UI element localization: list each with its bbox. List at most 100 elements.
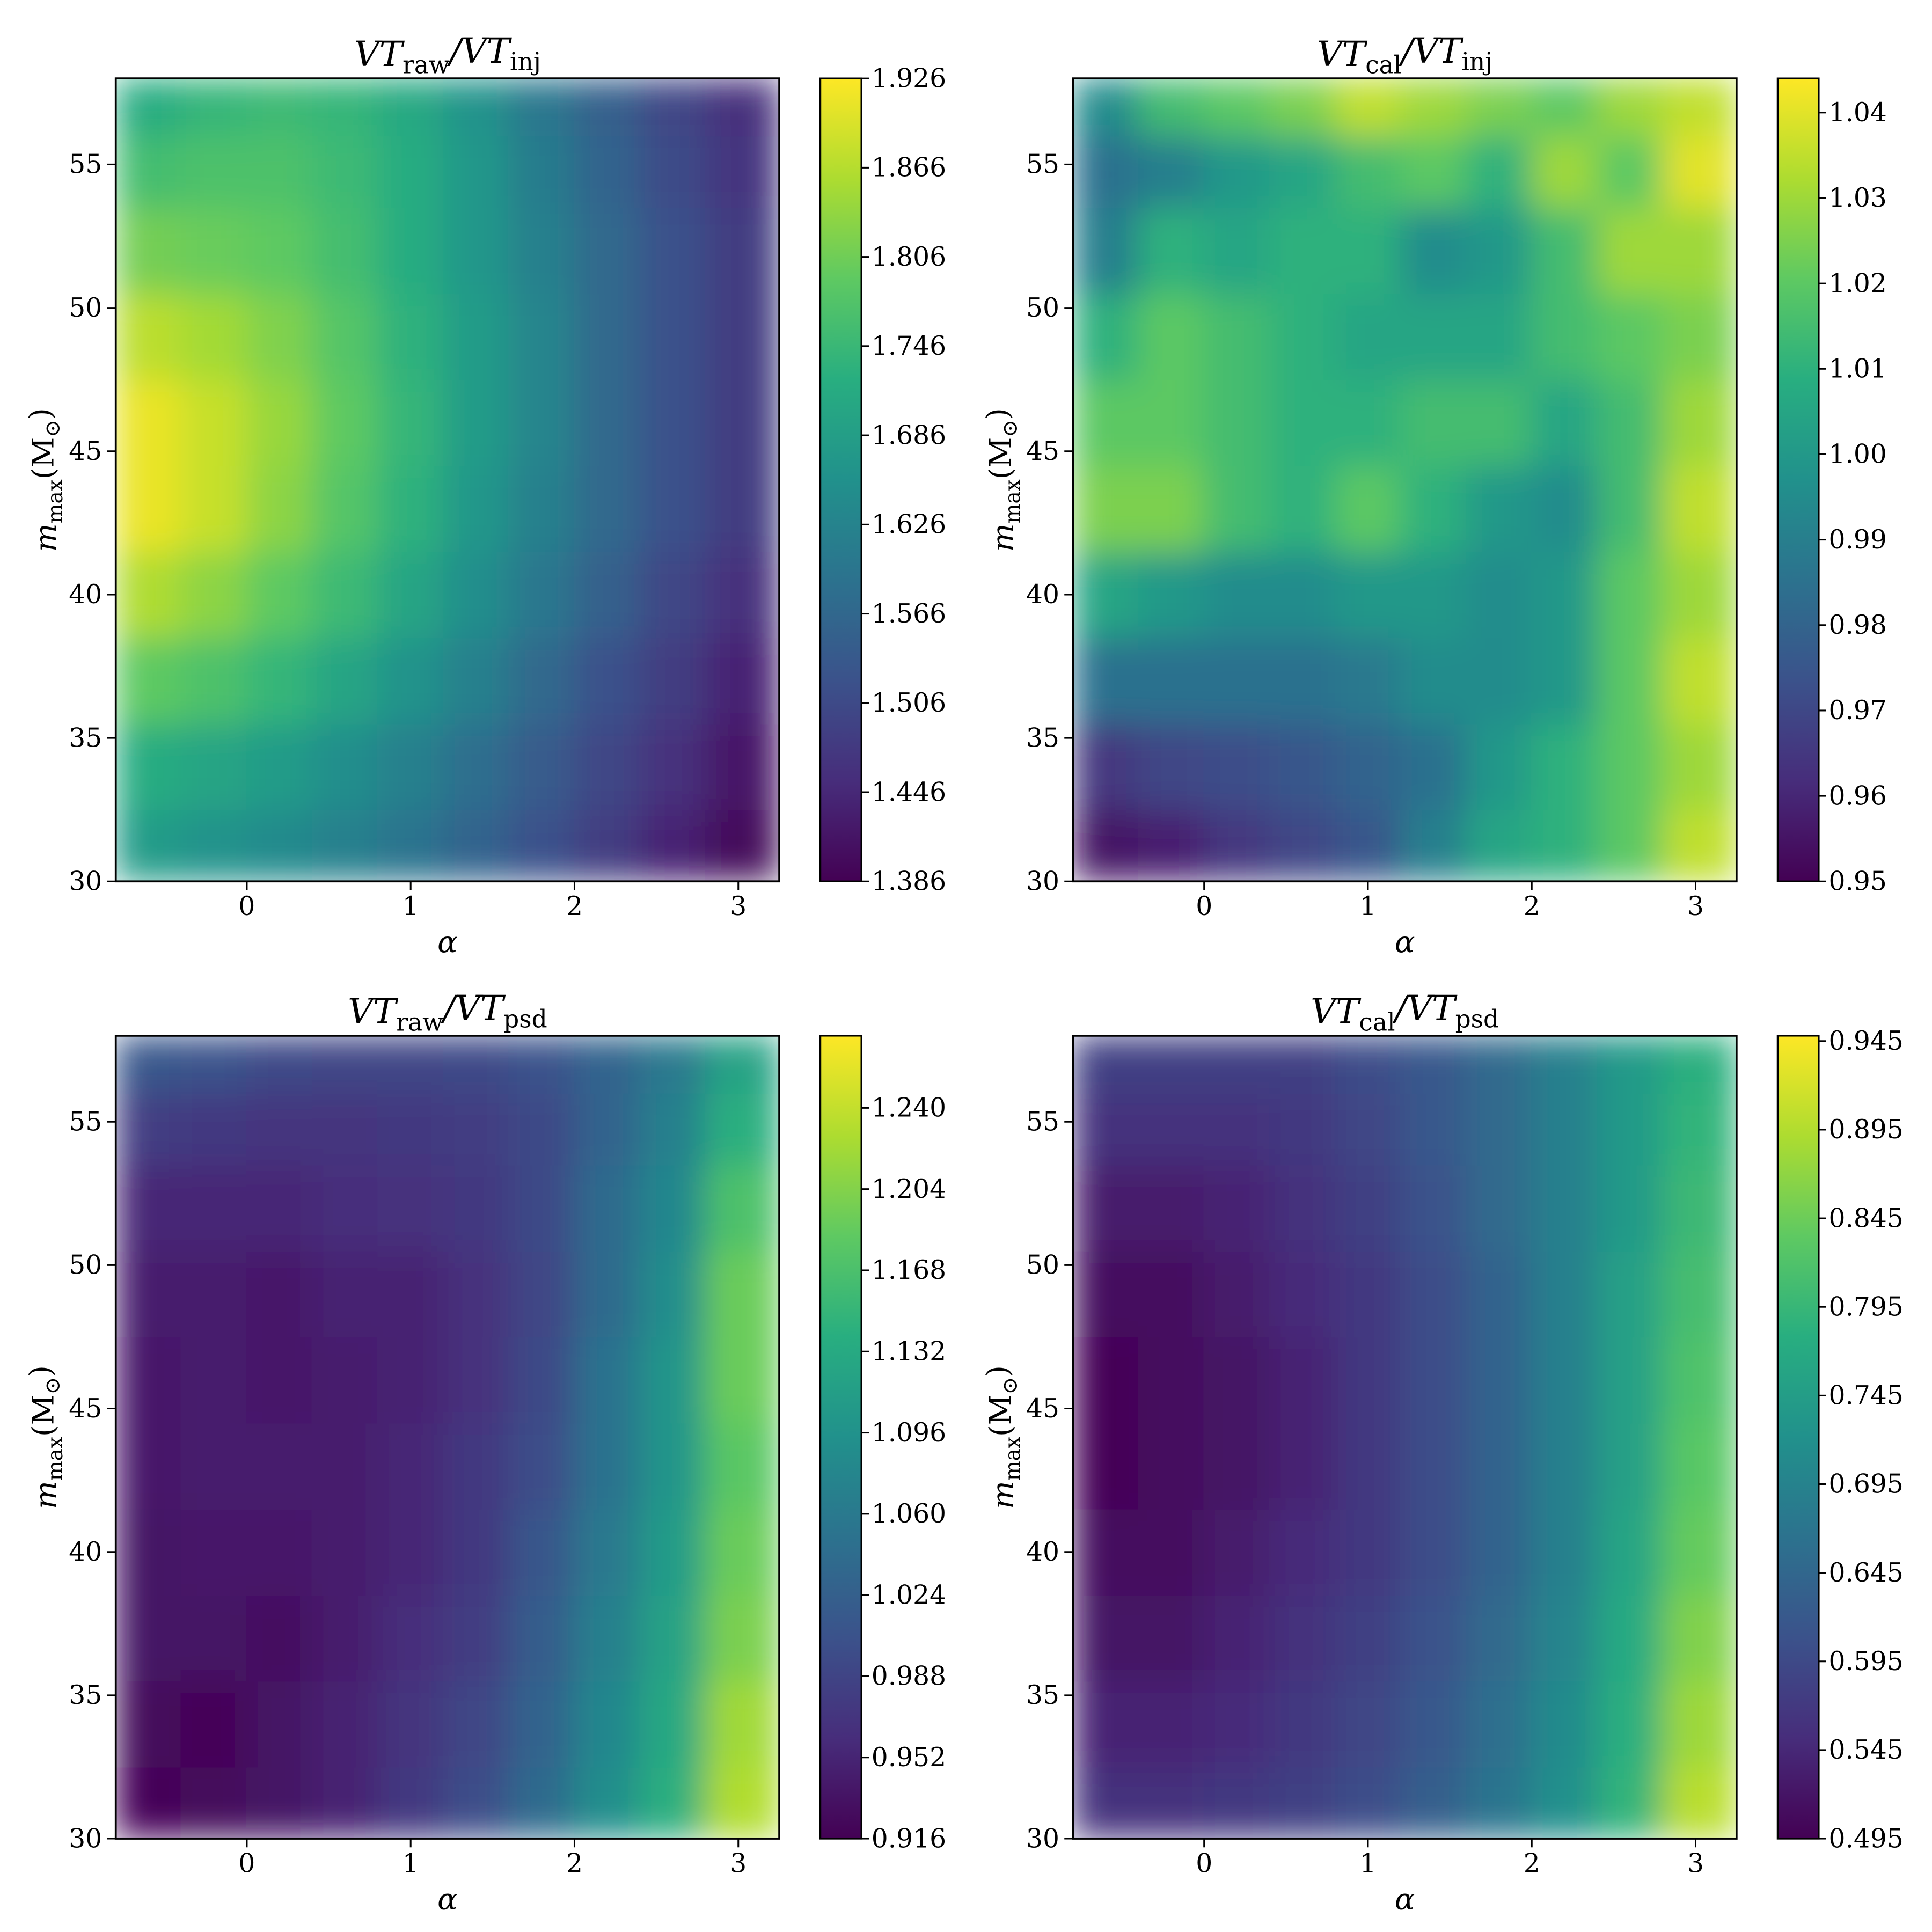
heat-cell (1073, 551, 1139, 639)
heat-cell (443, 1336, 510, 1424)
heat-cell (1531, 723, 1598, 810)
heat-cell (705, 1250, 780, 1338)
colorbar-tick-label: 0.595 (1828, 1646, 1903, 1677)
colorbar-tick-label: 0.916 (872, 1824, 946, 1854)
heat-cell (705, 1766, 780, 1839)
chart-title-part: /VT (440, 989, 506, 1029)
colorbar-tick-label: 0.845 (1828, 1203, 1903, 1233)
heat-cell (639, 636, 706, 724)
x-tick-label: 3 (1687, 891, 1704, 921)
heat-cell (1269, 809, 1336, 882)
heat-cell (1662, 1422, 1737, 1510)
heat-cell (180, 292, 248, 380)
heat-cell (1334, 1508, 1402, 1596)
heat-cell (246, 1336, 313, 1424)
y-axis-label: mmax(M⊙) (980, 408, 1025, 552)
heat-cell (246, 1422, 313, 1510)
heat-cell (377, 292, 444, 380)
colorbar-tick-label: 0.96 (1828, 781, 1886, 811)
chart-title-part: /VT (1392, 989, 1458, 1029)
colorbar-tick-label: 1.024 (872, 1580, 946, 1610)
heat-cell (1465, 1250, 1533, 1338)
heat-cell (1073, 636, 1139, 724)
heat-cell (311, 551, 379, 639)
heat-cell (508, 1594, 575, 1682)
heat-cell (639, 809, 706, 882)
heat-cell (1203, 207, 1270, 295)
heat-cell (1597, 636, 1664, 724)
heatmap-area (115, 1035, 780, 1839)
heat-cell (1269, 135, 1336, 208)
heat-cell (574, 379, 641, 466)
heat-cell (508, 465, 575, 552)
heat-cell (443, 551, 510, 639)
heat-cell (1531, 207, 1598, 295)
y-axis-label-part: ) (23, 408, 58, 420)
heat-cell (705, 636, 780, 724)
y-axis-label: mmax(M⊙) (23, 1365, 68, 1509)
heat-cell (1073, 1035, 1139, 1094)
heat-cell (1662, 1164, 1737, 1252)
y-tick-label: 35 (1026, 723, 1059, 753)
heat-cell (1597, 1250, 1664, 1338)
heat-cell (1269, 1766, 1336, 1839)
heatmap (1073, 1035, 1737, 1839)
y-tick-label: 55 (69, 1107, 102, 1137)
heat-cell (246, 636, 313, 724)
colorbar-tick-label: 1.168 (872, 1255, 946, 1285)
heat-cell (1203, 809, 1270, 882)
heat-cell (1138, 1336, 1205, 1424)
heat-cell (1334, 1680, 1402, 1768)
heat-cell (1269, 1336, 1336, 1424)
heat-cell (1465, 1422, 1533, 1510)
heat-cell (1073, 1680, 1139, 1768)
heat-cell (1662, 1250, 1737, 1338)
heat-cell (180, 1680, 248, 1768)
heat-cell (1597, 809, 1664, 882)
heat-cell (115, 465, 182, 552)
x-tick-label: 3 (1687, 1849, 1704, 1879)
heat-cell (180, 78, 248, 137)
x-tick-label: 2 (566, 1849, 583, 1879)
heat-cell (1269, 551, 1336, 639)
heat-cell (508, 78, 575, 137)
heat-cell (1662, 809, 1737, 882)
chart-title-part: raw (396, 1008, 443, 1036)
heat-cell (377, 379, 444, 466)
x-tick-label: 1 (402, 1849, 419, 1879)
heat-cell (1597, 135, 1664, 208)
heat-cell (1531, 1092, 1598, 1166)
chart-title: VTcal/VTpsd (1311, 989, 1499, 1036)
heat-cell (180, 551, 248, 639)
heat-cell (246, 1092, 313, 1166)
heat-cell (311, 1164, 379, 1252)
heat-cell (1203, 636, 1270, 724)
heat-cell (1269, 379, 1336, 466)
chart-title-part: VT (354, 34, 405, 75)
colorbar-tick-label: 0.645 (1828, 1558, 1903, 1588)
heat-cell (1662, 1594, 1737, 1682)
heat-cell (1203, 292, 1270, 380)
heat-cell (1073, 78, 1139, 137)
heat-cell (246, 1035, 313, 1094)
y-axis-label-part: (M (26, 1394, 61, 1437)
heat-cell (1531, 809, 1598, 882)
heat-cell (1203, 551, 1270, 639)
heat-cell (1400, 1508, 1467, 1596)
heat-cell (508, 1092, 575, 1166)
heat-cell (246, 1680, 313, 1768)
y-axis-label-part: m (28, 1481, 63, 1509)
heat-cell (639, 1092, 706, 1166)
heat-cell (1073, 1422, 1139, 1510)
heat-cell (1138, 1250, 1205, 1338)
heat-cell (1334, 1594, 1402, 1682)
heat-cell (443, 135, 510, 208)
heat-cell (1597, 1680, 1664, 1768)
colorbar-tick-label: 1.866 (872, 153, 946, 183)
heat-cell (1662, 723, 1737, 810)
heat-cell (1073, 1250, 1139, 1338)
heat-cell (1531, 465, 1598, 552)
heatmap-area (115, 78, 780, 882)
heat-cell (1073, 1594, 1139, 1682)
heat-cell (1400, 379, 1467, 466)
